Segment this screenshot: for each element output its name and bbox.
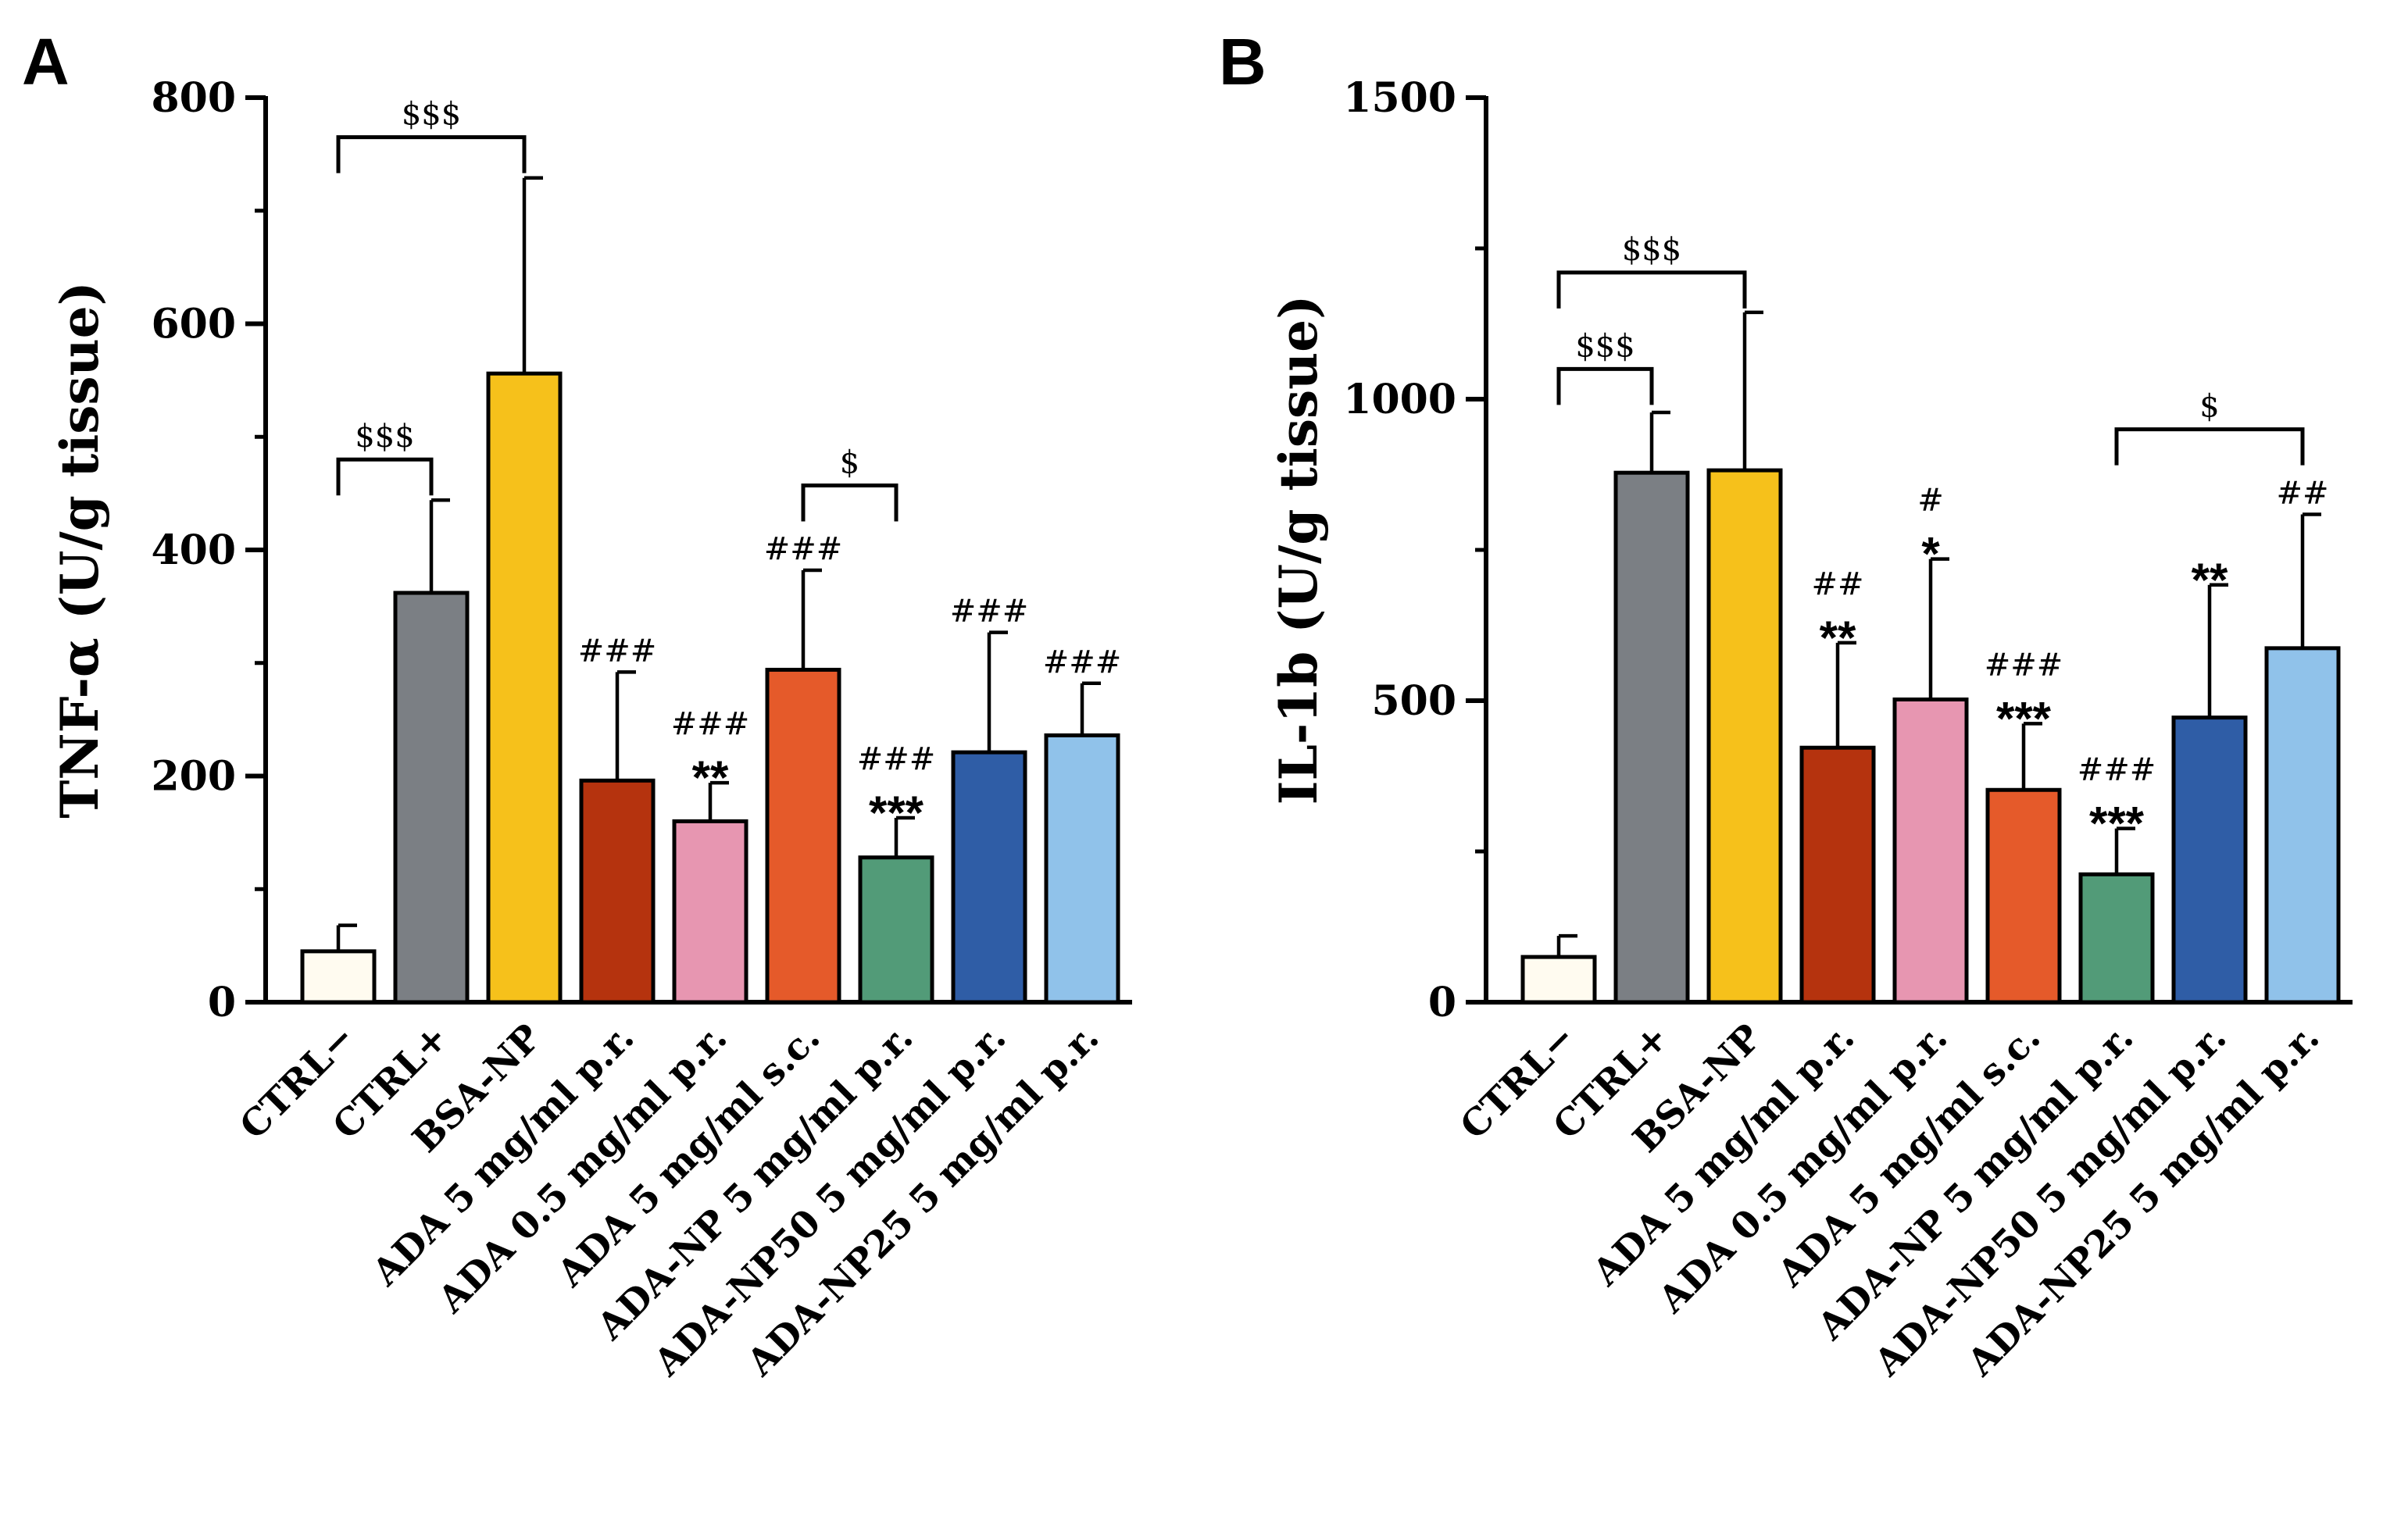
bar xyxy=(1985,787,2062,1005)
comparison-bracket xyxy=(1556,366,1654,405)
bracket-label: $ xyxy=(2199,389,2219,425)
y-tick-label: 1500 xyxy=(1343,74,1456,122)
bar xyxy=(2078,872,2155,1005)
significance-hash: ## xyxy=(2276,475,2328,511)
bar xyxy=(579,778,656,1005)
bar xyxy=(1892,697,1969,1005)
y-tick-label: 0 xyxy=(1428,979,1456,1026)
bar xyxy=(2264,646,2341,1005)
significance-hash: ### xyxy=(1043,644,1122,680)
comparison-bracket xyxy=(2114,427,2305,466)
panel-letter: B xyxy=(1219,25,1267,98)
bar xyxy=(393,591,470,1005)
significance-stars: *** xyxy=(869,787,924,839)
bracket-label: $$$ xyxy=(1622,232,1681,268)
significance-stars: *** xyxy=(1996,692,2052,744)
y-tick-label: 200 xyxy=(151,753,236,801)
comparison-bracket xyxy=(336,135,527,173)
bracket-label: $$$ xyxy=(355,419,414,455)
y-tick-label: 600 xyxy=(151,301,236,348)
chart-panel-b: BIL-1b (U/g tissue)050010001500CTRL−CTRL… xyxy=(1219,25,2353,1385)
significance-hash: ### xyxy=(1985,647,2063,683)
significance-stars: * xyxy=(1921,528,1940,580)
bracket-label: $ xyxy=(840,444,859,480)
comparison-bracket xyxy=(1556,270,1747,309)
significance-hash: ### xyxy=(2078,752,2156,788)
y-axis-label: TNF-α (U/g tissue) xyxy=(49,281,110,819)
bar xyxy=(300,949,377,1005)
significance-stars: *** xyxy=(2089,798,2145,850)
significance-stars: ** xyxy=(2192,554,2228,606)
bar xyxy=(1520,955,1597,1005)
bracket-label: $$$ xyxy=(402,97,461,133)
significance-hash: # xyxy=(1917,483,1944,519)
bar xyxy=(672,819,748,1005)
bar xyxy=(1044,733,1120,1005)
bar xyxy=(1706,468,1783,1005)
bar xyxy=(2171,716,2248,1005)
bar xyxy=(1613,470,1690,1005)
significance-hash: ### xyxy=(578,633,657,669)
y-tick-label: 0 xyxy=(208,979,236,1026)
significance-hash: ### xyxy=(950,594,1029,630)
bracket-label: $$$ xyxy=(1575,328,1635,364)
significance-hash: ### xyxy=(671,706,750,742)
significance-hash: ## xyxy=(1811,566,1863,602)
panel-letter: A xyxy=(22,25,70,98)
y-tick-label: 800 xyxy=(151,74,236,122)
bar xyxy=(765,667,841,1005)
significance-stars: ** xyxy=(692,751,729,804)
bar xyxy=(951,750,1027,1005)
comparison-bracket xyxy=(336,457,434,496)
bar xyxy=(1799,745,1876,1005)
y-tick-label: 400 xyxy=(151,526,236,574)
bar xyxy=(858,855,934,1005)
y-tick-label: 500 xyxy=(1371,677,1456,725)
bar xyxy=(486,371,563,1005)
significance-hash: ### xyxy=(764,531,843,567)
significance-stars: ** xyxy=(1820,612,1856,664)
comparison-bracket xyxy=(801,483,899,522)
y-tick-label: 1000 xyxy=(1343,376,1456,423)
y-axis-label: IL-1b (U/g tissue) xyxy=(1268,295,1329,805)
significance-hash: ### xyxy=(857,741,936,777)
